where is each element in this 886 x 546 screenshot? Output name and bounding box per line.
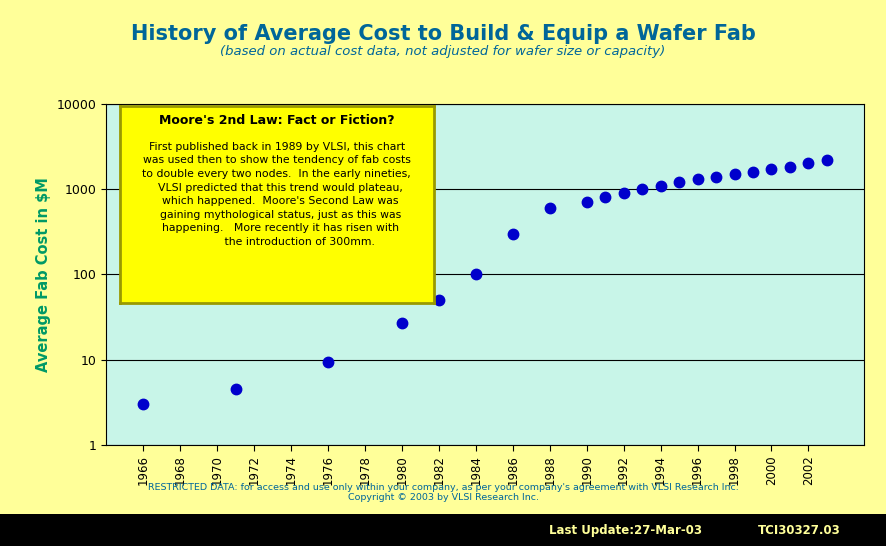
Text: Last Update:27-Mar-03: Last Update:27-Mar-03 bbox=[549, 524, 703, 537]
Text: Copyright © 2003 by VLSI Research Inc.: Copyright © 2003 by VLSI Research Inc. bbox=[347, 494, 539, 502]
Text: History of Average Cost to Build & Equip a Wafer Fab: History of Average Cost to Build & Equip… bbox=[130, 24, 756, 44]
Text: (based on actual cost data, not adjusted for wafer size or capacity): (based on actual cost data, not adjusted… bbox=[221, 45, 665, 58]
Text: RESTRICTED DATA: for access and use only within your company, as per your compan: RESTRICTED DATA: for access and use only… bbox=[148, 483, 738, 491]
Text: Moore's 2nd Law: Fact or Fiction?: Moore's 2nd Law: Fact or Fiction? bbox=[159, 114, 394, 127]
Text: First published back in 1989 by VLSI, this chart
was used then to show the tende: First published back in 1989 by VLSI, th… bbox=[143, 142, 411, 247]
Text: TCI30327.03: TCI30327.03 bbox=[758, 524, 840, 537]
Y-axis label: Average Fab Cost in $M: Average Fab Cost in $M bbox=[36, 177, 51, 372]
